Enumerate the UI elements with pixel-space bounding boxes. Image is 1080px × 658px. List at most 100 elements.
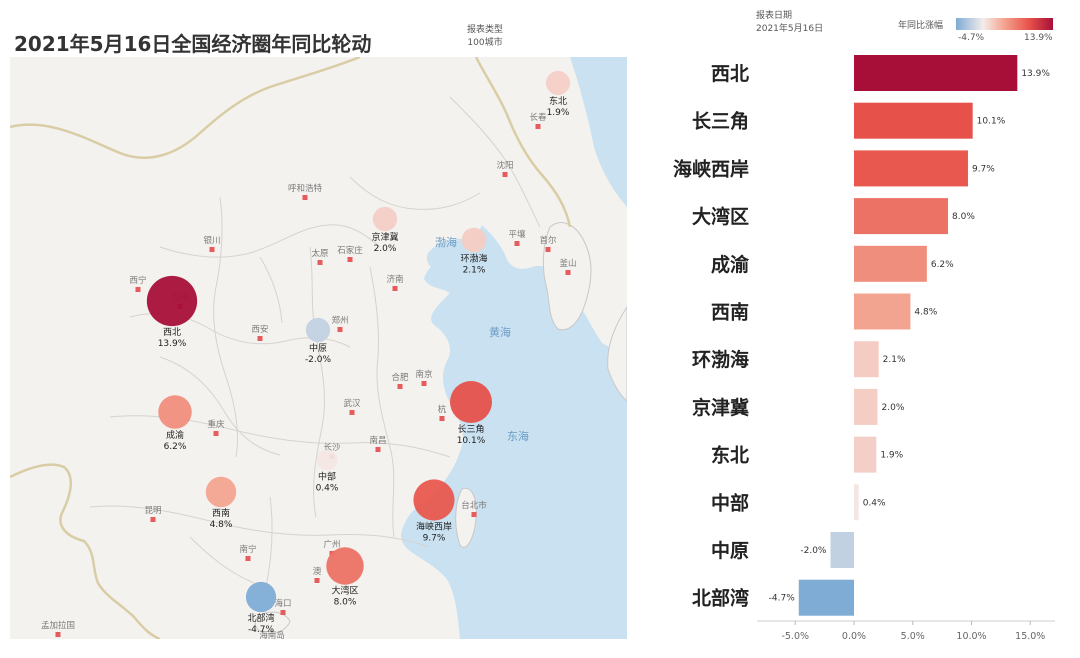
city-label: 海口 [274,598,291,609]
region-bubble-大湾区 [326,547,364,585]
city-label: 台北市 [461,500,487,511]
region-name-label: 西北 [163,327,181,338]
category-label: 中部 [711,491,749,514]
bar-value-label: 2.1% [883,355,906,365]
region-bubble-海峡西岸 [413,479,455,521]
sea-label: 黄海 [489,325,511,339]
region-name-label: 海峡西岸 [416,521,452,533]
report-type-label: 报表类型 [466,25,503,35]
region-value-label: 4.8% [210,520,233,530]
map-sea-bohai [426,238,476,271]
region-bubble-成渝 [158,395,192,429]
bar-value-label: -2.0% [800,546,827,556]
city-label: 太原 [311,248,328,259]
report-date-label: 报表日期 [756,11,793,21]
city-marker [280,610,286,615]
city-marker [314,578,320,583]
city-marker [514,241,520,246]
city-label: 沈阳 [496,160,513,171]
bar-中原 [830,532,854,568]
city-marker [347,257,353,262]
region-value-label: 13.9% [158,339,187,349]
x-axis-ticks: -5.0% 0.0% 5.0% 10.0% 15.0% [781,621,1045,642]
japan [607,306,627,402]
region-value-label: 8.0% [334,598,357,608]
category-label: 西南 [711,302,749,324]
map-sea-north [570,57,627,207]
bar-海峡西岸 [854,150,968,187]
bar-大湾区 [854,198,948,235]
region-name-label: 成渝 [166,429,184,441]
region-bubble-长三角 [449,380,493,424]
city-marker [397,384,403,389]
region-name-label: 中原 [309,342,327,354]
city-marker [337,327,343,332]
bar-长三角 [854,102,973,139]
category-label: 环渤海 [692,348,749,371]
legend-max-label: 13.9% [1024,33,1053,43]
sea-label: 渤海 [435,235,457,249]
bar-中部 [854,484,859,521]
map-places: 呼和浩特银川太原石家庄西宁兰州西安郑州济南沈阳长春合肥南京武汉杭重庆长沙南昌昆明… [41,112,577,639]
city-label: 平壤 [508,229,526,240]
city-label: 合肥 [391,372,409,383]
region-name-label: 大湾区 [331,585,358,597]
city-label: 长沙 [323,442,341,453]
map-panel[interactable]: 呼和浩特银川太原石家庄西宁兰州西安郑州济南沈阳长春合肥南京武汉杭重庆长沙南昌昆明… [10,57,627,639]
city-marker [421,381,427,386]
region-value-label: 6.2% [164,442,187,452]
city-label: 武汉 [343,398,361,409]
city-label: 昆明 [144,506,161,516]
region-name-label: 长三角 [457,423,484,435]
city-marker [55,632,61,637]
city-marker [565,270,571,275]
category-label: 北部湾 [692,587,749,610]
city-marker [135,287,141,292]
x-tick-label: 5.0% [901,631,925,642]
hainan [254,611,291,635]
x-tick-label: -5.0% [781,631,809,642]
city-marker [502,172,508,177]
national-border-east [474,57,572,228]
city-marker [392,286,398,291]
bar-value-label: 6.2% [931,260,954,270]
category-label: 大湾区 [692,205,749,228]
region-bubble-京津冀 [372,206,398,232]
city-label: 南京 [415,369,432,380]
city-marker [302,195,308,200]
bar-value-label: 8.0% [952,212,975,222]
region-bubble-西北 [146,275,198,327]
region-bubble-西南 [205,476,237,508]
taiwan [455,487,477,548]
report-date-value: 2021年5月16日 [756,24,824,34]
legend-title: 年同比涨幅 [898,21,944,31]
city-marker [349,410,355,415]
category-label: 中原 [711,539,749,562]
region-value-label: 1.9% [547,108,570,118]
region-bubble-东北 [545,70,571,96]
region-name-label: 东北 [549,95,567,107]
bar-环渤海 [854,341,879,378]
city-label: 澳 [313,566,322,577]
bar-京津冀 [854,388,878,425]
city-marker [375,447,381,452]
region-value-label: 2.1% [463,265,486,275]
x-tick-label: 0.0% [842,631,866,642]
city-marker [317,260,323,265]
region-value-label: -4.7% [248,625,275,635]
category-label: 东北 [711,444,749,467]
city-label: 呼和浩特 [288,183,323,194]
bar-value-label: 10.1% [977,117,1006,127]
bar-北部湾 [798,579,854,616]
report-type-filter[interactable]: 报表类型 100城市 [450,24,520,50]
sea-label: 东海 [507,429,529,443]
city-label: 济南 [386,274,403,285]
bar-value-label: 13.9% [1021,69,1050,79]
city-marker [471,512,477,517]
report-date-filter[interactable]: 报表日期 2021年5月16日 [756,10,823,36]
chart-title: 2021年5月16日全国经济圈年同比轮动 [14,32,372,56]
city-label: 海南岛 [259,630,285,639]
city-label: 重庆 [207,419,225,430]
city-marker [245,556,251,561]
